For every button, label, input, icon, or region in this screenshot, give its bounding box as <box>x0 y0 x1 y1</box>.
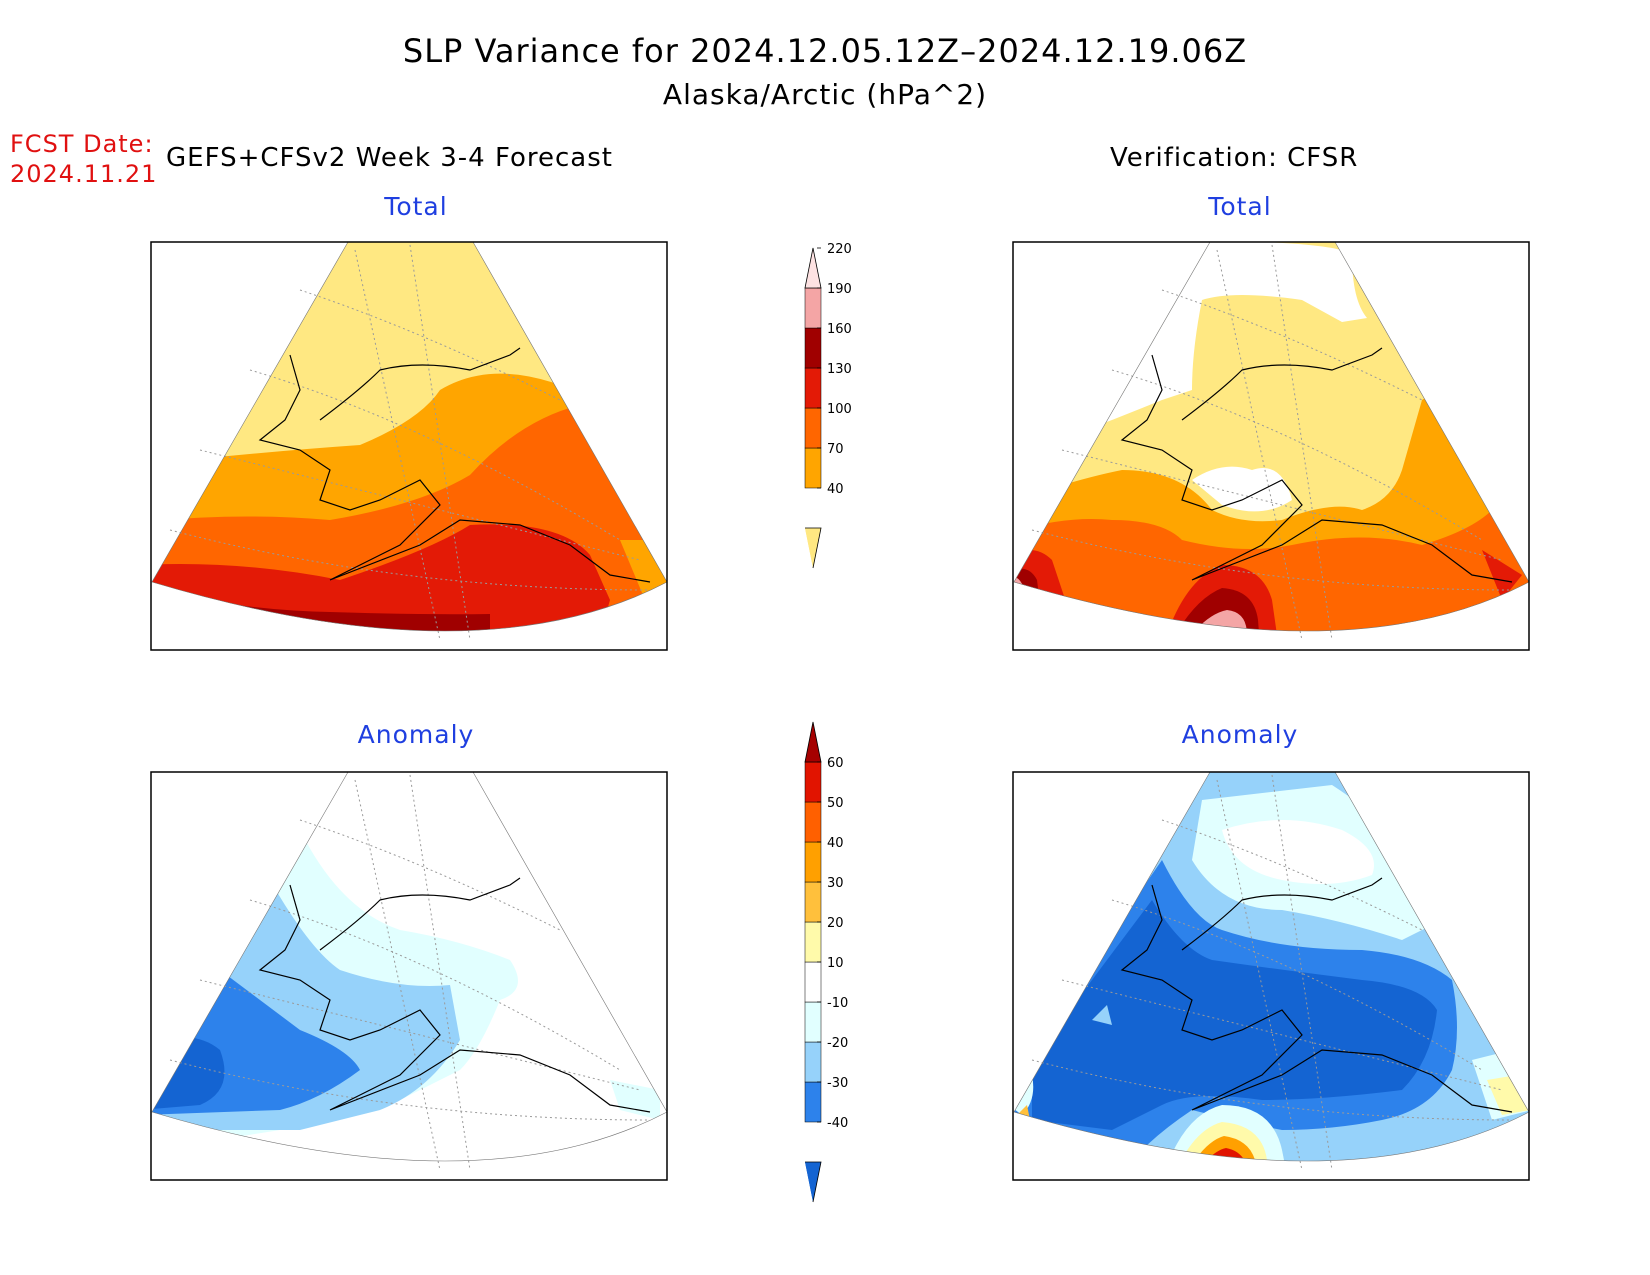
total-colorbar-band <box>805 527 822 569</box>
total-colorbar-label: 100 <box>827 402 852 417</box>
fcst-date-label: FCST Date: <box>10 130 154 158</box>
verification-header: Verification: CFSR <box>1110 143 1359 173</box>
forecast-anomaly-title: Anomaly <box>357 720 475 749</box>
anomaly-colorbar-band <box>804 881 822 923</box>
anomaly-colorbar-label: 50 <box>827 796 844 811</box>
anomaly-colorbar-label: 20 <box>827 916 844 931</box>
total-colorbar-band <box>804 447 822 489</box>
anomaly-colorbar-band <box>804 1001 822 1043</box>
anomaly-colorbar-label: -10 <box>827 996 848 1011</box>
total-colorbar-label: 160 <box>827 322 852 337</box>
anomaly-colorbar-band <box>804 761 822 803</box>
total-colorbar-label: 40 <box>827 482 844 497</box>
anomaly-colorbar-band <box>804 1041 822 1083</box>
total-colorbar-band <box>804 407 822 449</box>
total-colorbar-label: 190 <box>827 282 852 297</box>
main-title: SLP Variance for 2024.12.05.12Z–2024.12.… <box>402 32 1248 70</box>
anomaly-colorbar: -40 -30 -20 -10 10 20 30 40 50 60 <box>804 721 848 1203</box>
verification-total-title: Total <box>1208 192 1272 221</box>
total-colorbar-label: 130 <box>827 362 852 377</box>
total-colorbar: 40 70 100 130 160 190 220 <box>804 242 852 569</box>
total-colorbar-band <box>804 367 822 409</box>
anomaly-colorbar-label: -20 <box>827 1036 848 1051</box>
anomaly-colorbar-label: -30 <box>827 1076 848 1091</box>
main-subtitle: Alaska/Arctic (hPa^2) <box>662 78 988 111</box>
forecast-total-map <box>150 241 668 651</box>
anomaly-colorbar-label: 60 <box>827 756 844 771</box>
anomaly-colorbar-band <box>804 721 822 763</box>
verification-anomaly-map <box>1012 771 1530 1181</box>
fcst-date-value: 2024.11.21 <box>10 160 158 188</box>
forecast-total-title: Total <box>384 192 448 221</box>
anomaly-colorbar-band <box>804 1081 822 1123</box>
forecast-header: GEFS+CFSv2 Week 3-4 Forecast <box>166 143 613 173</box>
anomaly-colorbar-band <box>804 961 822 1003</box>
forecast-anomaly-map <box>150 771 668 1181</box>
anomaly-colorbar-label: -40 <box>827 1116 848 1131</box>
total-colorbar-band <box>804 247 822 289</box>
anomaly-colorbar-band <box>804 841 822 883</box>
total-colorbar-label: 220 <box>827 242 852 257</box>
anomaly-colorbar-label: 40 <box>827 836 844 851</box>
total-colorbar-band <box>804 327 822 369</box>
anomaly-colorbar-band <box>804 801 822 843</box>
total-colorbar-label: 70 <box>827 442 844 457</box>
anomaly-colorbar-band <box>804 921 822 963</box>
anomaly-colorbar-label: 30 <box>827 876 844 891</box>
total-colorbar-band <box>804 287 822 329</box>
verification-total-map <box>1012 241 1530 651</box>
verification-anomaly-title: Anomaly <box>1181 720 1299 749</box>
anomaly-colorbar-band <box>805 1161 822 1203</box>
anomaly-colorbar-label: 10 <box>827 956 844 971</box>
